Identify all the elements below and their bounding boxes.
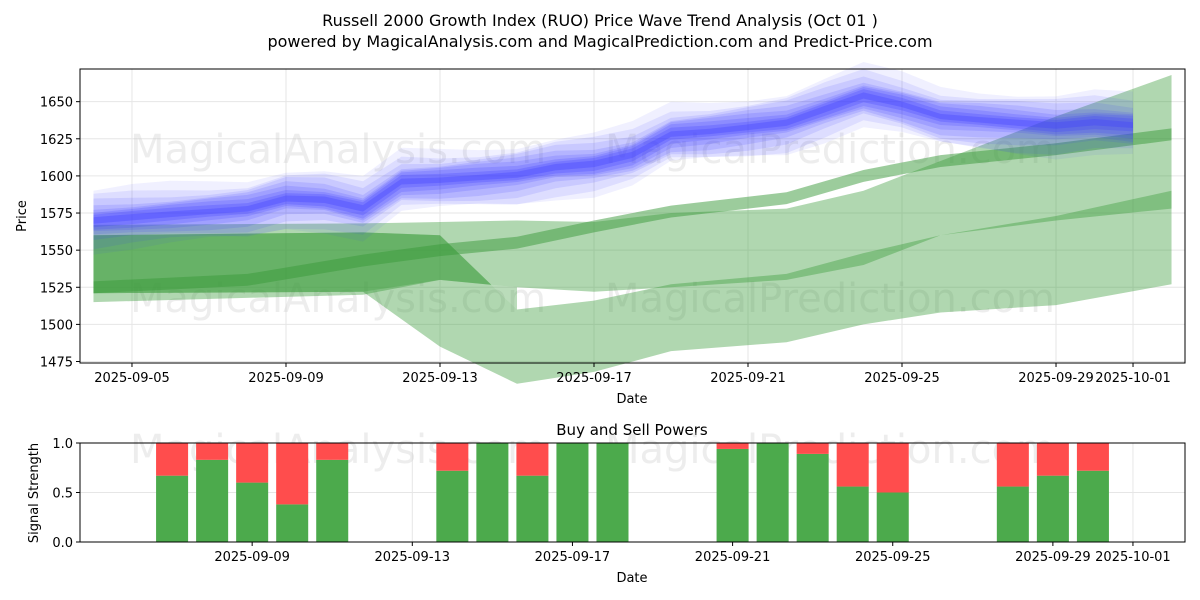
- chart-title-line2: powered by MagicalAnalysis.com and Magic…: [267, 32, 932, 51]
- blue-wave-2: [93, 76, 1134, 240]
- power-xtick-label-1: 2025-09-13: [375, 550, 451, 565]
- watermark-analysis-top: MagicalAnalysis.com: [130, 127, 546, 173]
- buy-bar-11: [756, 443, 789, 542]
- blue-wave-6: [93, 89, 1134, 228]
- watermark-prediction-bottom: MagicalPrediction.com: [605, 427, 1055, 473]
- buy-bar-4: [316, 459, 349, 542]
- power-plot: Buy and Sell Powers MagicalAnalysis.com …: [27, 421, 1186, 586]
- blue-wave-0: [93, 61, 1134, 255]
- buy-bar-14: [876, 492, 909, 542]
- buy-bar-8: [556, 443, 589, 542]
- sell-bar-1: [196, 443, 229, 460]
- power-xticks: 2025-09-09 2025-09-13 2025-09-17 2025-09-21…: [214, 542, 1171, 565]
- sell-bar-14: [876, 443, 909, 493]
- price-xtick-label-1: 2025-09-09: [248, 371, 324, 386]
- power-yticks: 0.0 0.5 1.0: [52, 437, 80, 551]
- green-band-wide-lower: [93, 190, 1172, 384]
- blue-wave-7: [93, 92, 1134, 224]
- sell-bar-2: [236, 443, 269, 483]
- sell-bar-17: [1076, 443, 1109, 471]
- power-xtick-label-5: 2025-09-29: [1015, 550, 1091, 565]
- sell-bar-16: [1036, 443, 1069, 476]
- buy-bar-9: [596, 443, 629, 542]
- price-xlabel: Date: [616, 392, 647, 407]
- buy-bar-6: [476, 443, 509, 542]
- sell-bar-13: [836, 443, 869, 487]
- power-xtick-label-6: 2025-10-01: [1095, 550, 1171, 565]
- price-ytick-label-4: 1575: [40, 207, 73, 222]
- price-ytick-label-6: 1625: [40, 133, 73, 148]
- price-yticks: 1475 1500 1525 1550 1575 1600 1625 1650: [40, 96, 80, 371]
- price-ylabel: Price: [15, 200, 30, 232]
- power-xtick-label-0: 2025-09-09: [214, 550, 290, 565]
- power-ytick-label-0: 0.0: [52, 536, 73, 551]
- power-xlabel: Date: [616, 571, 647, 586]
- buy-bar-15: [996, 486, 1029, 542]
- buy-bar-12: [796, 453, 829, 542]
- price-xticks: 2025-09-05 2025-09-09 2025-09-13 2025-09-17…: [94, 363, 1171, 386]
- sell-bar-7: [516, 443, 549, 476]
- price-xtick-label-5: 2025-09-25: [864, 371, 940, 386]
- buy-bar-2: [236, 482, 269, 542]
- price-ytick-label-2: 1525: [40, 281, 73, 296]
- sell-bar-5: [436, 443, 469, 471]
- green-overlap-band: [93, 232, 517, 310]
- price-xtick-label-6: 2025-09-29: [1018, 371, 1094, 386]
- power-ytick-label-1: 0.5: [52, 487, 73, 502]
- power-bars: [156, 443, 1109, 542]
- buy-bar-17: [1076, 470, 1109, 542]
- price-ytick-label-7: 1650: [40, 96, 73, 111]
- power-ylabel: Signal Strength: [27, 443, 42, 543]
- price-ytick-label-3: 1550: [40, 244, 73, 259]
- blue-wave-3: [93, 82, 1134, 235]
- buy-bar-16: [1036, 475, 1069, 542]
- green-trend-band: [93, 128, 1172, 294]
- sell-bar-0: [156, 443, 189, 476]
- price-plot: MagicalAnalysis.com MagicalPrediction.co…: [15, 61, 1186, 407]
- price-xtick-label-3: 2025-09-17: [556, 371, 632, 386]
- price-xtick-label-2: 2025-09-13: [402, 371, 478, 386]
- chart-title-line1: Russell 2000 Growth Index (RUO) Price Wa…: [322, 11, 878, 30]
- blue-wave-1: [93, 68, 1134, 250]
- sell-bar-10: [716, 443, 749, 449]
- buy-bar-3: [276, 504, 309, 542]
- buy-bar-0: [156, 475, 189, 542]
- buy-bar-1: [196, 459, 229, 542]
- price-ytick-label-5: 1600: [40, 170, 73, 185]
- sell-bar-12: [796, 443, 829, 454]
- sell-bar-4: [316, 443, 349, 460]
- price-xtick-label-0: 2025-09-05: [94, 371, 170, 386]
- green-band-wide-upper: [93, 74, 1172, 303]
- price-xtick-label-4: 2025-09-21: [710, 371, 786, 386]
- power-xtick-label-2: 2025-09-17: [535, 550, 611, 565]
- green-bands: [93, 74, 1172, 384]
- sell-bar-3: [276, 443, 309, 505]
- buy-bar-7: [516, 475, 549, 542]
- blue-wave-5: [93, 86, 1134, 230]
- buy-bar-13: [836, 486, 869, 542]
- price-xtick-label-7: 2025-10-01: [1095, 371, 1171, 386]
- buy-bar-5: [436, 470, 469, 542]
- blue-wave-4: [93, 85, 1134, 232]
- buy-bar-10: [716, 448, 749, 542]
- price-watermarks: MagicalAnalysis.com MagicalPrediction.co…: [130, 127, 1055, 322]
- power-ytick-label-2: 1.0: [52, 437, 73, 452]
- power-xtick-label-4: 2025-09-25: [855, 550, 931, 565]
- price-ytick-label-0: 1475: [40, 356, 73, 371]
- sell-bar-15: [996, 443, 1029, 487]
- watermark-prediction-mid: MagicalPrediction.com: [605, 276, 1055, 322]
- price-ytick-label-1: 1500: [40, 318, 73, 333]
- power-xtick-label-3: 2025-09-21: [695, 550, 771, 565]
- blue-waves: [93, 61, 1134, 255]
- power-plot-title: Buy and Sell Powers: [556, 421, 708, 439]
- watermark-prediction-top: MagicalPrediction.com: [605, 127, 1055, 173]
- price-plot-frame: [79, 68, 1186, 364]
